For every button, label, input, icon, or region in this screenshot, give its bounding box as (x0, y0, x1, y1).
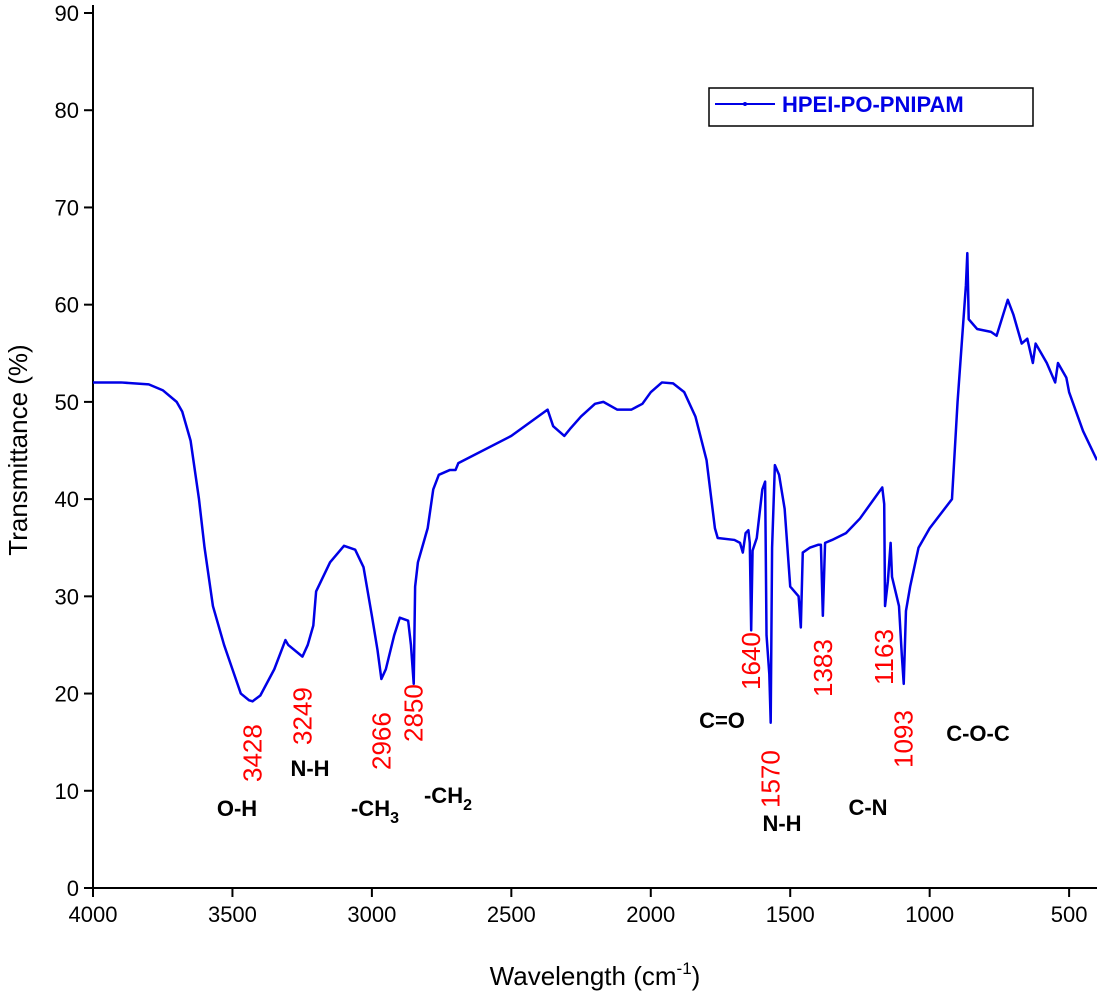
group-label-text: -CH (424, 783, 463, 808)
y-tick-label: 70 (55, 195, 79, 220)
peak-label: 3249 (287, 687, 317, 745)
group-label-sub: 3 (390, 810, 399, 827)
y-tick-label: 10 (55, 779, 79, 804)
group-label-text: N-H (762, 811, 801, 836)
group-label: C=O (699, 708, 745, 733)
y-tick-label: 0 (67, 876, 79, 901)
group-label: N-H (762, 811, 801, 836)
group-label: -CH3 (351, 796, 399, 827)
group-label-text: -CH (351, 796, 390, 821)
peak-label: 2850 (399, 684, 429, 742)
x-axis-title-sup: -1 (677, 959, 692, 978)
x-axis-title-text: Wavelength (cm (490, 961, 677, 991)
peak-label: 2966 (366, 712, 396, 770)
x-tick-label: 1000 (905, 902, 954, 927)
group-label-text: O-H (217, 796, 257, 821)
group-label: -CH2 (424, 783, 472, 814)
x-tick-label: 3000 (347, 902, 396, 927)
peak-label: 3428 (238, 724, 268, 782)
y-tick-label: 60 (55, 293, 79, 318)
x-tick-label: 3500 (208, 902, 257, 927)
peak-label: 1093 (889, 710, 919, 768)
peak-label: 1163 (869, 629, 899, 685)
x-axis-title: Wavelength (cm-1) (490, 959, 701, 991)
group-label-text: C=O (699, 708, 745, 733)
y-tick-label: 40 (55, 487, 79, 512)
peak-label: 1570 (756, 750, 786, 808)
group-label-text: N-H (290, 756, 329, 781)
spectrum-line (93, 251, 1097, 724)
y-tick-label: 20 (55, 682, 79, 707)
legend-swatch-dot (743, 102, 747, 106)
peak-label: 1383 (808, 639, 838, 697)
y-tick-label: 80 (55, 98, 79, 123)
group-label: C-N (848, 795, 887, 820)
y-tick-label: 30 (55, 584, 79, 609)
y-tick-label: 50 (55, 390, 79, 415)
x-tick-label: 4000 (69, 902, 118, 927)
group-label-text: C-O-C (946, 721, 1010, 746)
group-label: C-O-C (946, 721, 1010, 746)
group-label: O-H (217, 796, 257, 821)
x-tick-label: 2500 (487, 902, 536, 927)
x-tick-label: 500 (1051, 902, 1088, 927)
y-axis-title: Transmittance (%) (3, 344, 33, 555)
x-axis-title-tail: ) (692, 961, 701, 991)
legend-label: HPEI-PO-PNIPAM (782, 92, 964, 117)
group-label: N-H (290, 756, 329, 781)
y-tick-label: 90 (55, 1, 79, 26)
group-label-sub: 2 (463, 797, 472, 814)
x-tick-label: 1500 (766, 902, 815, 927)
group-label-text: C-N (848, 795, 887, 820)
legend-box (708, 87, 1034, 127)
x-tick-label: 2000 (626, 902, 675, 927)
peak-label: 1640 (736, 632, 766, 690)
